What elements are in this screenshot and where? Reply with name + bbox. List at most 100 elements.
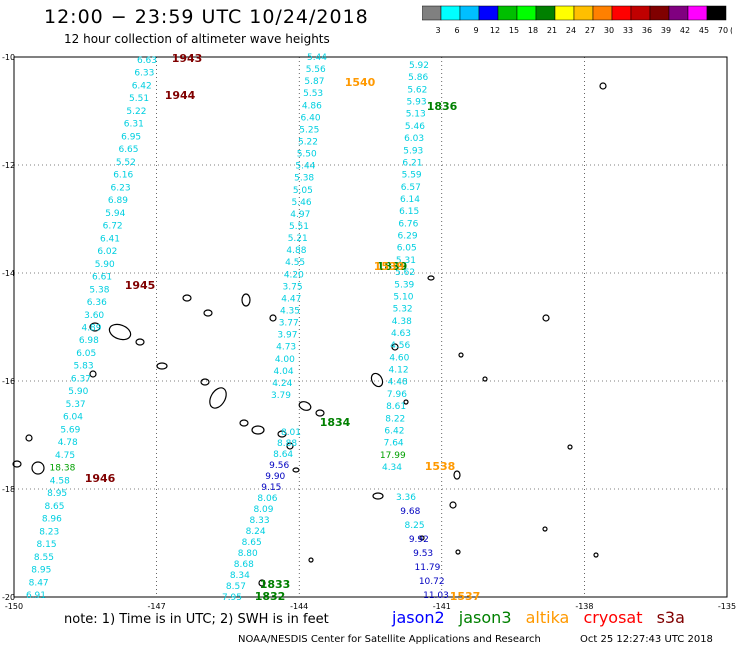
swh-value-label: 6.16 — [113, 171, 133, 181]
swh-value-label: 8.68 — [234, 560, 254, 570]
swh-value-label: 9.68 — [400, 507, 420, 517]
legend-jason2: jason2 — [392, 608, 445, 627]
swh-value-label: 9.56 — [269, 461, 289, 471]
atoll-outline — [372, 492, 384, 500]
atoll-outline — [482, 376, 488, 382]
colorbar-label: 3 — [435, 26, 440, 35]
lat-tick-label: -10 — [2, 53, 15, 62]
swh-value-label: 5.21 — [288, 234, 308, 244]
swh-value-label: 4.63 — [391, 329, 411, 339]
swh-value-label: 6.05 — [397, 244, 417, 254]
lon-tick-label: -144 — [290, 602, 308, 611]
atoll-outline — [315, 409, 325, 417]
swh-value-label: 3.77 — [279, 319, 299, 329]
swh-value-label: 5.62 — [407, 85, 427, 95]
swh-value-label: 4.78 — [58, 438, 78, 448]
swh-value-label: 6.21 — [402, 158, 422, 168]
atoll-outline — [25, 434, 33, 442]
swh-value-label: 6.91 — [26, 591, 46, 601]
swh-value-label: 11.79 — [415, 563, 441, 573]
colorbar-label: 42 — [680, 26, 690, 35]
swh-value-label: 6.02 — [97, 247, 117, 257]
atoll-outline — [419, 535, 425, 541]
swh-value-label: 5.13 — [406, 110, 426, 120]
atoll-outline — [599, 82, 607, 90]
swh-value-label: 8.64 — [273, 450, 293, 460]
legend-jason3: jason3 — [458, 608, 512, 627]
swh-value-label: 6.89 — [108, 196, 128, 206]
swh-value-label: 6.72 — [103, 222, 123, 232]
swh-value-label: 5.39 — [394, 280, 414, 290]
colorbar-label: 15 — [509, 26, 519, 35]
pass-time-label: 1945 — [125, 279, 156, 292]
swh-value-label: 7.64 — [384, 439, 404, 449]
swh-value-label: 7.96 — [387, 390, 407, 400]
swh-value-label: 7.95 — [222, 593, 242, 603]
atoll-outline — [277, 430, 287, 438]
swh-value-label: 9.90 — [265, 472, 285, 482]
swh-value-label: 8.15 — [37, 540, 57, 550]
legend-cryosat: cryosat — [583, 608, 643, 627]
swh-value-label: 6.98 — [79, 336, 99, 346]
pass-time-label: 1539 — [374, 260, 405, 273]
swh-value-label: 10.72 — [419, 577, 445, 587]
swh-value-label: 5.05 — [293, 186, 313, 196]
atoll-outline — [89, 370, 97, 378]
atoll-outline — [567, 444, 573, 450]
colorbar-label: 45 — [699, 26, 709, 35]
swh-value-label: 5.38 — [89, 285, 109, 295]
swh-value-label: 6.04 — [63, 413, 83, 423]
swh-value-label: 4.12 — [389, 366, 409, 376]
swh-value-label: 6.15 — [399, 207, 419, 217]
swh-value-label: 5.93 — [407, 98, 427, 108]
colorbar-label: 21 — [547, 26, 557, 35]
lon-tick-label: -138 — [575, 602, 593, 611]
swh-value-label: 4.97 — [290, 210, 310, 220]
atoll-outline — [542, 314, 550, 322]
colorbar-label: 30 — [604, 26, 614, 35]
swh-value-label: 6.05 — [76, 349, 96, 359]
swh-value-label: 4.47 — [281, 294, 301, 304]
atoll-outline — [108, 323, 132, 341]
swh-value-label: 6.36 — [87, 298, 107, 308]
atoll-outline — [241, 293, 251, 307]
swh-value-label: 4.86 — [302, 101, 322, 111]
swh-value-label: 4.89 — [81, 324, 101, 334]
swh-value-label: 8.09 — [253, 505, 273, 515]
atoll-outline — [269, 314, 277, 322]
atoll-outline — [542, 526, 548, 532]
swh-value-label: 5.59 — [402, 171, 422, 181]
swh-value-label: 8.22 — [385, 414, 405, 424]
swh-value-label: 3.75 — [283, 282, 303, 292]
swh-value-label: 6.63 — [137, 56, 157, 66]
pass-time-label: 1946 — [85, 472, 116, 485]
page-title: 12:00 − 23:59 UTC 10/24/2018 — [44, 6, 369, 28]
swh-value-label: 4.60 — [389, 353, 409, 363]
swh-value-label: 4.20 — [284, 270, 304, 280]
swh-value-label: 4.34 — [382, 463, 402, 473]
swh-value-label: 5.32 — [393, 305, 413, 315]
swh-value-label: 5.46 — [405, 122, 425, 132]
colorbar-unit: (ft) — [730, 26, 732, 35]
atoll-outline — [135, 338, 145, 346]
swh-value-label: 4.04 — [274, 367, 294, 377]
swh-value-label: 5.44 — [295, 162, 315, 172]
atoll-outline — [449, 501, 457, 509]
atoll-outline — [156, 362, 168, 370]
atoll-outline — [427, 275, 435, 281]
swh-value-label: 4.58 — [50, 476, 70, 486]
swh-value-label: 8.95 — [47, 489, 67, 499]
credit-text: NOAA/NESDIS Center for Satellite Applica… — [238, 634, 541, 645]
swh-value-label: 8.65 — [242, 538, 262, 548]
atoll-outline — [12, 460, 22, 468]
legend-s3a: s3a — [656, 608, 685, 627]
colorbar-label: 12 — [490, 26, 500, 35]
colorbar-label: 33 — [623, 26, 633, 35]
swh-value-label: 5.44 — [307, 53, 327, 63]
colorbar-label: 24 — [566, 26, 576, 35]
atoll-outline — [370, 372, 384, 388]
atoll-outline — [298, 401, 312, 411]
swh-value-label: 5.94 — [105, 209, 125, 219]
swh-value-label: 3.60 — [84, 311, 104, 321]
satellite-legend: jason2 jason3 altika cryosat s3a — [392, 608, 694, 627]
